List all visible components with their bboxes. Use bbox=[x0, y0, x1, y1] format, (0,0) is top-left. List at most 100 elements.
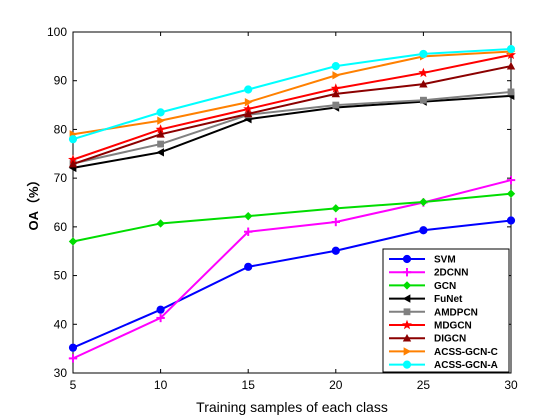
data-point-mdgcn bbox=[506, 49, 516, 60]
y-axis-title: OA（%） bbox=[26, 173, 41, 230]
data-point-amdpcn bbox=[507, 88, 515, 96]
series-line-funet bbox=[72, 94, 512, 169]
y-tick-label: 100 bbox=[47, 25, 67, 39]
data-point-amdpcn bbox=[420, 96, 427, 104]
legend-marker bbox=[402, 334, 412, 342]
data-point-digcn bbox=[331, 89, 340, 98]
data-point-acss-gcn-a bbox=[331, 62, 340, 71]
legend-item-amdpcn: AMDPCN bbox=[389, 307, 478, 318]
x-tick-label: 25 bbox=[417, 378, 431, 392]
data-point-mdgcn bbox=[418, 67, 429, 78]
series-line-acss-gcn-a bbox=[72, 48, 512, 141]
series-line-amdpcn bbox=[72, 90, 512, 165]
legend-label: ACSS-GCN-C bbox=[434, 347, 498, 358]
series-lines bbox=[68, 44, 516, 363]
legend-item-mdgcn: MDGCN bbox=[389, 319, 472, 332]
legend-marker bbox=[403, 308, 411, 316]
legend-item-acss-gcn-c: ACSS-GCN-C bbox=[389, 347, 498, 358]
legend-item-2dcnn: 2DCNN bbox=[389, 268, 468, 279]
data-point-gcn bbox=[68, 237, 78, 246]
axis-ticks: 5 10 15 20 25 30 30 40 50 60 70 80 90 100 bbox=[47, 25, 518, 392]
legend-marker bbox=[403, 347, 412, 356]
data-point-digcn bbox=[419, 79, 428, 88]
data-point-acss-gcn-c bbox=[244, 97, 253, 107]
series-line-digcn bbox=[72, 65, 512, 165]
data-point-digcn bbox=[68, 159, 78, 168]
data-point-2dcnn bbox=[506, 175, 516, 185]
data-point-2dcnn bbox=[68, 354, 78, 363]
legend-label: AMDPCN bbox=[434, 307, 478, 318]
data-point-digcn bbox=[156, 130, 165, 138]
legend-label: GCN bbox=[434, 281, 456, 292]
legend-label: DIGCN bbox=[434, 334, 466, 345]
legend-marker bbox=[402, 319, 412, 330]
data-point-2dcnn bbox=[156, 313, 165, 323]
legend-item-gcn: GCN bbox=[389, 281, 456, 292]
data-point-svm bbox=[68, 343, 78, 352]
x-tick-label: 20 bbox=[329, 378, 343, 392]
data-point-digcn bbox=[244, 109, 253, 118]
legend-label: FuNet bbox=[434, 294, 463, 305]
data-point-svm bbox=[331, 246, 340, 255]
legend-item-funet: FuNet bbox=[389, 294, 463, 305]
legend-item-acss-gcn-a: ACSS-GCN-A bbox=[389, 360, 498, 371]
legend-label: ACSS-GCN-A bbox=[434, 360, 498, 371]
legend-marker bbox=[402, 360, 412, 369]
legend-marker bbox=[402, 294, 411, 303]
y-tick-label: 60 bbox=[54, 220, 68, 234]
legend-label: MDGCN bbox=[434, 321, 472, 332]
x-tick-label: 30 bbox=[504, 378, 518, 392]
legend-marker bbox=[402, 281, 412, 290]
data-point-acss-gcn-a bbox=[68, 135, 78, 144]
series-line-mdgcn bbox=[72, 53, 512, 161]
x-tick-label: 5 bbox=[70, 378, 77, 392]
data-point-acss-gcn-a bbox=[419, 49, 428, 59]
legend-marker bbox=[402, 268, 412, 277]
data-point-2dcnn bbox=[244, 227, 253, 236]
series-digcn bbox=[68, 61, 516, 168]
data-point-mdgcn bbox=[155, 124, 166, 134]
series-gcn bbox=[68, 189, 516, 246]
data-point-funet bbox=[156, 148, 164, 157]
y-tick-label: 50 bbox=[54, 269, 68, 283]
legend-item-svm: SVM bbox=[389, 255, 456, 266]
data-point-acss-gcn-a bbox=[244, 85, 253, 94]
data-point-gcn bbox=[156, 219, 165, 228]
data-point-acss-gcn-c bbox=[157, 116, 165, 125]
y-tick-label: 70 bbox=[54, 171, 68, 185]
data-point-gcn bbox=[331, 204, 340, 213]
series-line-2dcnn bbox=[72, 179, 512, 360]
data-point-svm bbox=[506, 216, 516, 225]
data-point-amdpcn bbox=[157, 140, 164, 148]
x-tick-label: 15 bbox=[242, 378, 256, 392]
series-line-acss-gcn-c bbox=[72, 50, 512, 136]
data-point-svm bbox=[419, 226, 428, 235]
series-line-gcn bbox=[72, 192, 512, 243]
data-point-svm bbox=[244, 262, 253, 271]
series-svm bbox=[68, 216, 516, 352]
series-mdgcn bbox=[68, 49, 516, 164]
data-point-digcn bbox=[506, 61, 516, 70]
data-point-2dcnn bbox=[331, 217, 340, 227]
series-acss-gcn-a bbox=[68, 44, 516, 144]
y-tick-label: 30 bbox=[54, 366, 68, 380]
data-point-gcn bbox=[244, 211, 253, 221]
data-point-mdgcn bbox=[243, 103, 254, 114]
y-tick-label: 40 bbox=[54, 317, 68, 331]
data-point-gcn bbox=[506, 189, 516, 198]
data-point-acss-gcn-a bbox=[156, 108, 165, 117]
y-tick-label: 90 bbox=[54, 74, 68, 88]
data-point-acss-gcn-c bbox=[332, 71, 340, 80]
data-point-mdgcn bbox=[68, 154, 78, 164]
legend-marker bbox=[402, 254, 412, 264]
data-point-acss-gcn-a bbox=[506, 44, 516, 54]
y-tick-label: 80 bbox=[54, 122, 68, 136]
x-axis-title: Training samples of each class bbox=[196, 399, 388, 415]
legend: SVM 2DCNN GCN FuNet AMDPCN MDGCN DIGCN ACSS-GCN… bbox=[382, 248, 510, 373]
legend-label: SVM bbox=[434, 255, 456, 266]
legend-label: 2DCNN bbox=[434, 268, 468, 279]
data-point-mdgcn bbox=[330, 83, 341, 93]
x-tick-label: 10 bbox=[154, 378, 168, 392]
